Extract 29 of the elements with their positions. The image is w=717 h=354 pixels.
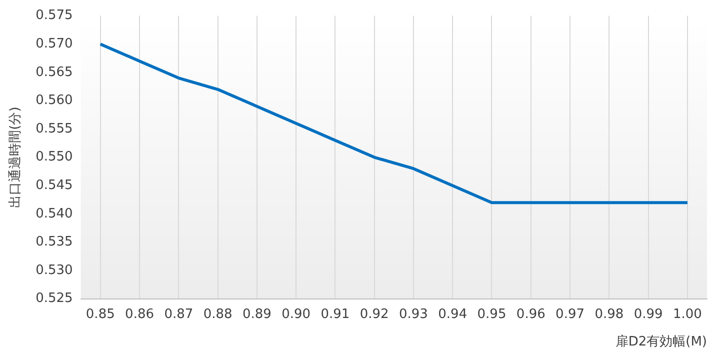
y-axis-title: 出口通過時間(分) <box>8 106 24 208</box>
x-tick-label: 0.98 <box>594 306 624 322</box>
y-tick-label: 0.540 <box>36 206 73 222</box>
x-tick-label: 0.93 <box>399 306 428 322</box>
y-tick-label: 0.560 <box>36 93 73 108</box>
y-tick-label: 0.565 <box>36 64 73 80</box>
y-tick-label: 0.545 <box>36 178 73 193</box>
x-tick-label: 0.91 <box>320 306 350 322</box>
x-axis-title: 扉D2有効幅(M) <box>615 334 707 350</box>
x-tick-label: 0.89 <box>242 306 272 322</box>
y-tick-label: 0.525 <box>36 291 73 306</box>
x-tick-label: 0.85 <box>86 306 115 322</box>
y-tick-label: 0.535 <box>36 234 73 250</box>
y-tick-label: 0.555 <box>36 121 73 136</box>
y-tick-label: 0.530 <box>36 262 73 278</box>
x-tick-label: 0.87 <box>164 306 194 322</box>
y-tick-label: 0.550 <box>36 150 73 165</box>
x-tick-label: 0.86 <box>125 306 154 322</box>
y-tick-label: 0.570 <box>36 36 73 52</box>
x-tick-label: 0.92 <box>360 306 389 322</box>
x-tick-label: 0.95 <box>477 306 506 322</box>
x-tick-label: 0.96 <box>516 306 546 322</box>
x-tick-label: 0.99 <box>634 306 663 322</box>
x-tick-label: 1.00 <box>672 306 702 322</box>
x-tick-label: 0.88 <box>203 306 232 322</box>
x-tick-label: 0.94 <box>438 306 468 322</box>
x-tick-label: 0.90 <box>282 306 311 322</box>
x-tick-label: 0.97 <box>556 306 584 322</box>
y-tick-label: 0.575 <box>36 8 73 24</box>
